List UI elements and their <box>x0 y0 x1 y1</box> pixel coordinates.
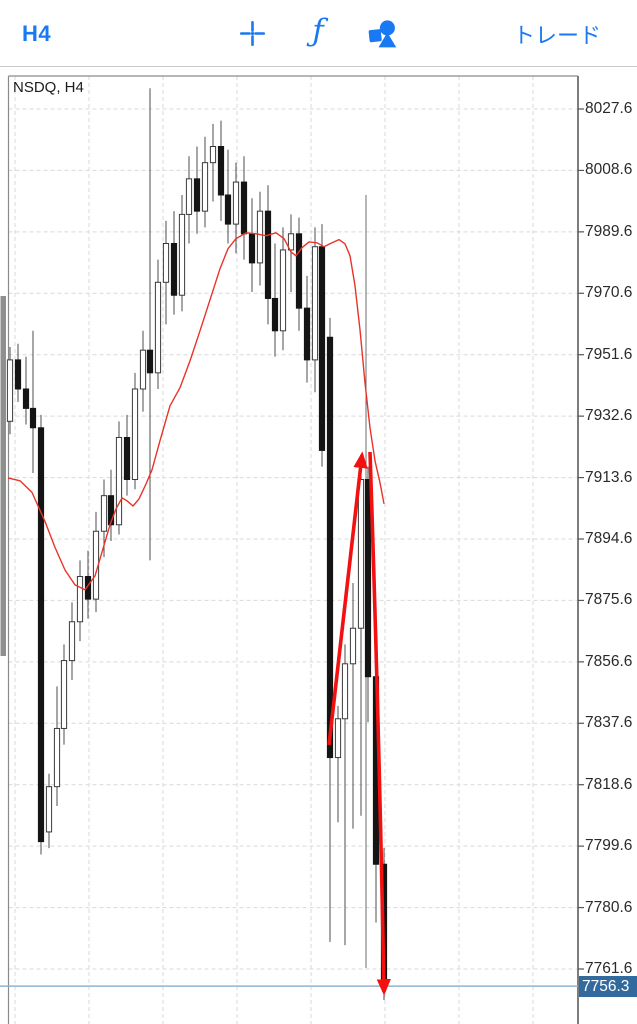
current-price-badge: 7756.3 <box>579 976 637 997</box>
candle <box>37 414 45 855</box>
axis-ticks <box>578 108 584 970</box>
candle <box>271 243 279 357</box>
candle <box>146 88 154 561</box>
candle <box>178 195 186 312</box>
candle <box>248 198 256 292</box>
candle <box>279 227 287 351</box>
up-arrow-annotation <box>327 451 368 746</box>
y-axis-label: 7856.6 <box>585 652 633 670</box>
candle <box>92 511 100 613</box>
candle <box>334 705 342 823</box>
candle <box>349 582 357 829</box>
indicator-function-icon[interactable]: ƒ <box>312 12 324 49</box>
candle <box>357 463 365 816</box>
top-toolbar: H4 ƒ トレード <box>0 0 637 67</box>
candle <box>139 330 147 412</box>
y-axis-label: 7837.6 <box>585 714 633 732</box>
candle <box>154 259 162 389</box>
candle <box>341 644 349 946</box>
y-axis-label: 7799.6 <box>585 837 633 855</box>
candle <box>131 372 139 490</box>
candle <box>217 120 225 221</box>
y-axis-label: 8008.6 <box>585 161 633 179</box>
y-axis-label: 7932.6 <box>585 407 633 425</box>
candle <box>22 356 30 425</box>
annotation-arrows <box>327 451 391 996</box>
y-axis-label: 7875.6 <box>585 591 633 609</box>
candle <box>193 146 201 234</box>
candle <box>60 644 68 745</box>
candle <box>68 602 76 680</box>
candle <box>311 227 319 393</box>
timeframe-button[interactable]: H4 <box>22 20 52 46</box>
candle <box>201 136 209 228</box>
candle <box>185 156 193 244</box>
candle <box>256 191 264 286</box>
candle <box>76 560 84 642</box>
moving-average <box>7 232 385 591</box>
candle <box>295 217 303 331</box>
y-axis-label: 7780.6 <box>585 898 633 916</box>
down-arrow-annotation <box>368 451 391 996</box>
candle <box>303 275 311 383</box>
candles-layer <box>6 88 388 1001</box>
candle <box>240 156 248 260</box>
candle <box>45 773 53 849</box>
y-axis-label: 7970.6 <box>585 284 633 302</box>
grid-lines <box>8 76 578 1024</box>
y-axis-label: 7761.6 <box>585 960 633 977</box>
candle <box>53 686 61 807</box>
candle <box>170 211 178 315</box>
y-axis-label: 7951.6 <box>585 345 633 363</box>
candle <box>318 224 326 467</box>
candle <box>29 330 37 474</box>
candle <box>6 346 14 435</box>
candle <box>224 149 232 244</box>
y-axis-label: 7894.6 <box>585 530 633 547</box>
candle <box>14 343 22 402</box>
candle <box>123 414 131 496</box>
candle <box>364 466 372 722</box>
y-axis-label: 7989.6 <box>585 222 633 240</box>
candle <box>326 317 334 942</box>
candle <box>107 469 115 541</box>
chart-border <box>7 75 579 1024</box>
y-axis-label: 7913.6 <box>585 468 633 486</box>
candle <box>209 123 217 202</box>
trade-button[interactable]: トレード <box>512 22 601 48</box>
crosshair-icon[interactable] <box>237 0 267 67</box>
candle <box>115 421 123 535</box>
objects-shapes-icon[interactable] <box>366 0 400 67</box>
candle <box>162 220 170 325</box>
y-axis-label: 7818.6 <box>585 775 633 793</box>
candle <box>264 185 272 325</box>
symbol-timeframe-label: NSDQ, H4 <box>13 79 84 96</box>
y-axis-label: 8027.6 <box>585 100 633 117</box>
candle <box>287 214 295 292</box>
